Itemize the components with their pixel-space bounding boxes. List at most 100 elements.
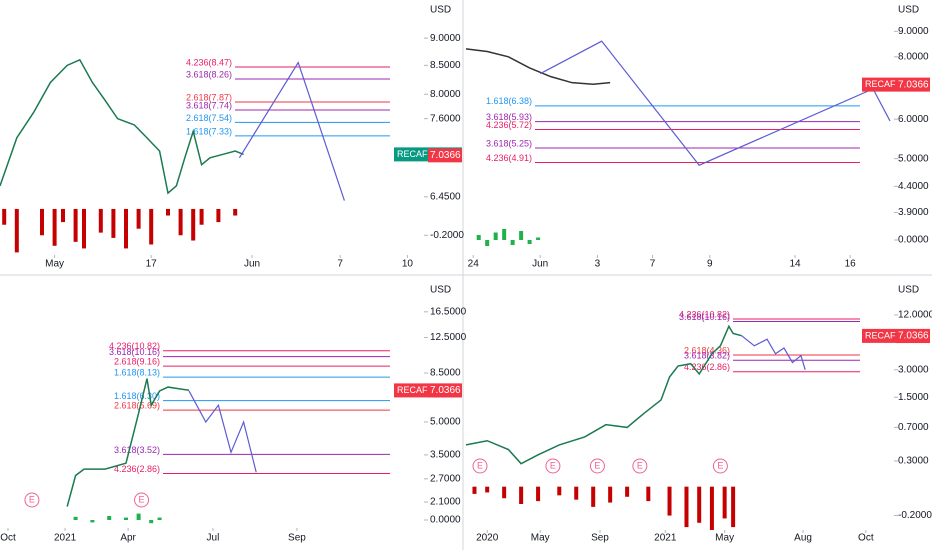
fib-label: 2.618(4.36) (684, 345, 730, 355)
event-marker (589, 458, 605, 474)
badge-name-bg (862, 77, 896, 92)
indicator-bar (625, 486, 630, 497)
y-tick-label: 3.5000 (430, 450, 461, 461)
indicator-bar (98, 208, 103, 233)
badge-name-bg (862, 328, 896, 343)
fib-label: 3.618(7.74) (186, 100, 232, 110)
badge-name: RECAF (397, 385, 428, 395)
indicator-bar (73, 208, 78, 242)
projection-path (539, 40, 891, 166)
indicator-bar (124, 517, 128, 520)
currency-label: USD (898, 285, 919, 296)
y-tick-label: 8.5000 (430, 368, 461, 379)
event-label: E (550, 460, 556, 470)
indicator-bar (2, 208, 7, 225)
x-tick-label: Sep (591, 533, 609, 544)
indicator-bar (216, 208, 221, 223)
indicator-bar (502, 229, 507, 240)
x-tick-label: 14 (789, 259, 801, 270)
indicator-bar (502, 486, 507, 499)
indicator-bar (111, 208, 116, 238)
fib-label: 4.236(8.47) (186, 57, 232, 67)
fib-label: 3.618(8.26) (186, 69, 232, 79)
price-badge (896, 329, 930, 344)
y-tick-label: 9.0000 (898, 26, 929, 37)
indicator-bar (90, 520, 95, 523)
indicator-bar (178, 208, 183, 236)
y-tick-label: 16.5000 (430, 306, 467, 317)
y-tick-label: 0.0000 (898, 235, 929, 246)
y-tick-label: 8.0000 (898, 51, 929, 62)
x-tick-label: Jun (532, 259, 548, 270)
indicator-bar (233, 208, 238, 216)
x-tick-label: 17 (146, 259, 158, 270)
x-tick-label: 2021 (654, 533, 677, 544)
y-tick-label: 6.0000 (898, 114, 929, 125)
y-tick-label: 6.4500 (430, 191, 461, 202)
event-label: E (717, 460, 723, 470)
event-marker (472, 458, 488, 474)
fib-label: 3.618(3.52) (114, 445, 160, 455)
fib-label: 1.618(6.30) (114, 391, 160, 401)
indicator-bar (591, 486, 596, 507)
event-label: E (637, 460, 643, 470)
y-tick-label: -0.2000 (898, 510, 932, 521)
event-label: E (139, 494, 145, 504)
price-badge (896, 77, 930, 92)
badge-name-bg (394, 383, 428, 398)
y-tick-label: 2.1000 (430, 497, 461, 508)
indicator-bar (536, 486, 541, 502)
indicator-bar (493, 232, 498, 240)
x-tick-label: Oct (0, 533, 16, 544)
y-tick-label: 0.0000 (430, 515, 461, 526)
indicator-bar (536, 237, 541, 240)
x-tick-label: May (45, 259, 64, 270)
fib-label: 4.236(4.91) (486, 153, 532, 163)
fib-label: 4.236(2.86) (684, 362, 730, 372)
x-tick-label: Jun (244, 259, 260, 270)
fib-label: 2.618(7.54) (186, 113, 232, 123)
indicator-bar (527, 240, 532, 244)
x-tick-label: Apr (120, 533, 136, 544)
indicator-bar (73, 516, 78, 520)
indicator-bar (199, 208, 204, 225)
indicator-bar (82, 208, 86, 249)
fib-label: 3.618(5.93) (486, 112, 532, 122)
event-marker (545, 458, 561, 474)
badge-name-bg (394, 147, 428, 162)
fib-label: 3.618(10.16) (679, 312, 730, 322)
x-tick-label: 2021 (54, 533, 77, 544)
currency-label: USD (430, 285, 451, 296)
indicator-bar (557, 486, 562, 496)
event-label: E (29, 494, 35, 504)
fib-label: 3.618(10.16) (109, 347, 160, 357)
indicator-bar (697, 486, 702, 523)
price-line (66, 378, 190, 507)
currency-label: USD (430, 5, 451, 16)
fib-label: 1.618(7.33) (186, 126, 232, 136)
indicator-bar (646, 486, 651, 502)
projection-path (188, 390, 257, 473)
price-line (0, 58, 244, 195)
fib-label: 4.236(10.82) (679, 309, 730, 319)
x-tick-label: 9 (707, 259, 713, 270)
x-tick-label: Jul (207, 533, 220, 544)
indicator-bar (574, 486, 579, 500)
event-label: E (477, 460, 483, 470)
y-tick-label: 0.3000 (898, 456, 929, 467)
indicator-bar (684, 486, 689, 528)
indicator-bar (14, 208, 19, 253)
projection-path (741, 335, 806, 370)
fib-label: 2.618(5.69) (114, 400, 160, 410)
event-label: E (594, 460, 600, 470)
fib-label: 1.618(8.13) (114, 368, 160, 378)
y-tick-label: 3.9000 (898, 207, 929, 218)
y-tick-label: 4.4000 (898, 181, 929, 192)
indicator-bar (472, 486, 477, 494)
price-line (465, 48, 611, 85)
x-tick-label: 3 (595, 259, 601, 270)
y-tick-label: 8.5000 (430, 60, 461, 71)
indicator-bar (731, 486, 736, 528)
indicator-bar (149, 520, 154, 524)
